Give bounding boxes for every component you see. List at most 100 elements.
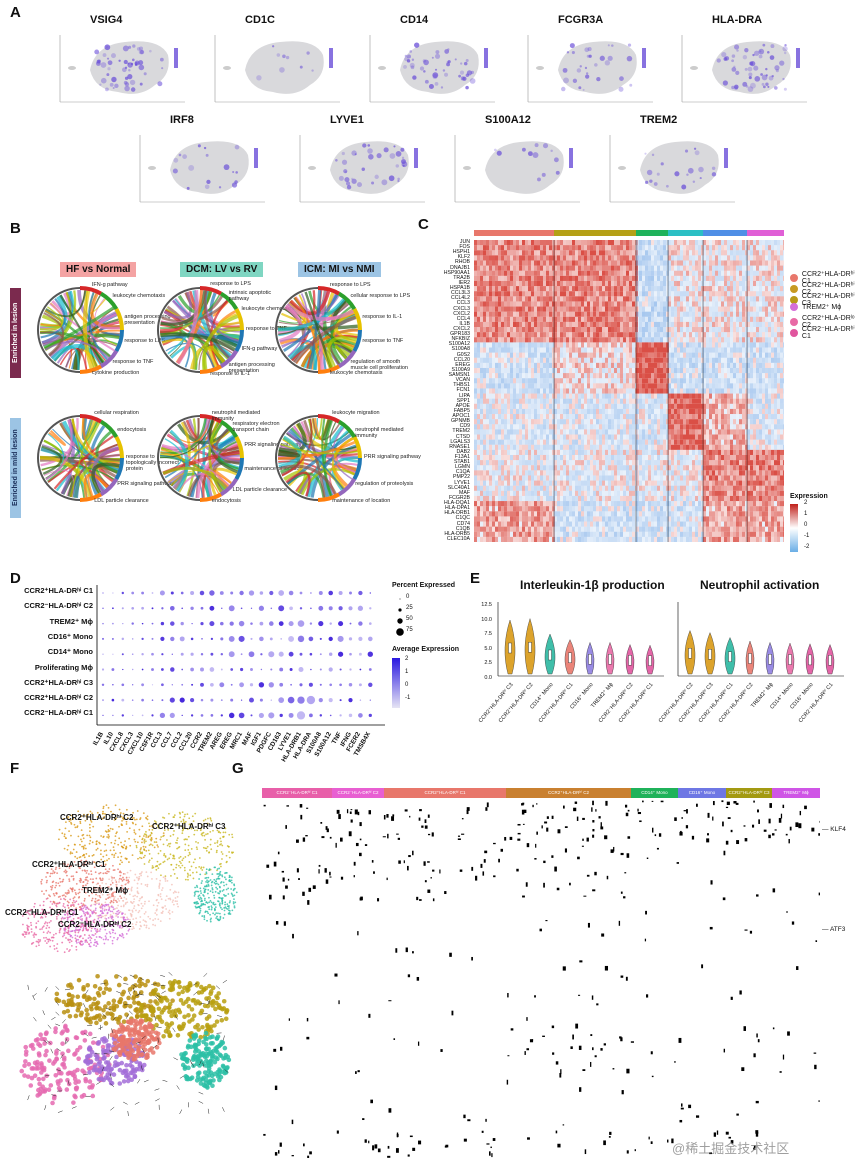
expression-tick: -1: [804, 533, 810, 539]
violin-y-tick: 7.5: [484, 631, 492, 637]
chord-term: neutrophil mediated immunity: [211, 409, 261, 422]
heatmap-gene-label: S100A8: [451, 346, 470, 353]
avg-tick: 2: [405, 656, 409, 662]
legend-label: CCR2⁺HLA-DRˡᵒ C2: [801, 315, 855, 329]
avg-tick: 0: [405, 682, 409, 688]
violin-title-il1b: Interleukin-1β production: [520, 578, 665, 592]
heatmap-legend-item: CCR2⁺HLA-DRʰⁱ C3: [790, 292, 865, 307]
chord-term: response to TNF: [246, 326, 287, 332]
chord-term: IFN-g pathway: [241, 345, 278, 352]
percent-tick: 0: [406, 594, 410, 600]
heatmap-gene-label: GPNMB: [450, 418, 470, 425]
dotplot-row-label: CCR2⁺HLA-DRʰⁱ C1: [24, 586, 93, 595]
heatmap-gene-label: TRA2B: [453, 274, 470, 281]
chord-term: PRR signaling pathway: [244, 442, 302, 449]
dotplot-row-label: CCR2⁻HLA-DRʰⁱ C2: [24, 601, 93, 611]
umap-cd14: [369, 35, 495, 103]
violin-neutrophil: [677, 602, 844, 677]
heatmap-gene-label: CXCL3: [453, 305, 470, 312]
umap-cluster-label: CCR2⁻HLA-DRʰⁱ C2: [58, 920, 132, 929]
chord-term: response to TNF: [362, 337, 404, 344]
percent-expressed-title: Percent Expressed: [392, 582, 456, 589]
expression-tick: -2: [804, 544, 810, 550]
umap-hla-dra: [681, 35, 807, 103]
heatmap-gene-label: DNAJB1: [450, 264, 470, 271]
umap-title-s100a12: S100A12: [485, 114, 531, 126]
heatmap-gene-label: JUN: [459, 239, 470, 245]
chord-term: response to LPS: [124, 337, 166, 344]
heatmap-gene-label: CD74: [456, 520, 470, 527]
legend-dot: [790, 328, 798, 337]
heatmap-gene-label: NFKBIZ: [451, 336, 470, 343]
heatmap-gene-label: APOC1: [452, 413, 470, 420]
chord-diagram-1: [157, 286, 244, 374]
heatmap-gene-label: CD9: [459, 423, 470, 430]
heatmap-legend-item: CCR2⁺HLA-DRʰⁱ C1: [790, 270, 865, 285]
chord-diagram-3: [37, 414, 124, 502]
expression-scale-title: Expression: [790, 493, 828, 500]
chord-term: PRR signaling pathway: [364, 454, 421, 460]
single-cell-heatmap: [263, 800, 820, 1158]
umap-cluster-label: CCR2⁺HLA-DRʰⁱ C3: [152, 822, 226, 831]
chord-term: cellular response to LPS: [350, 293, 411, 300]
heatmap-gene-label: THBS1: [453, 382, 470, 389]
heatmap-gene-label: MAF: [459, 489, 470, 496]
chord-term: leukocyte chemotaxis: [112, 293, 166, 300]
expression-tick: 2: [804, 500, 808, 506]
legend-label: CCR2⁻HLA-DRʰⁱ C1: [801, 326, 855, 340]
expression-tick: 0: [804, 522, 808, 528]
heatmap-gene-label: SLC40A1: [447, 484, 470, 491]
heatmap-gene-label: IL1B: [459, 320, 470, 327]
chord-term: antigen processing presentation: [124, 314, 171, 327]
violin-y-tick: 12.5: [481, 602, 492, 608]
chord-term: intrinsic apoptotic pathway: [228, 290, 272, 303]
heatmap-gene-label: C1QA: [455, 469, 470, 476]
umap-lyve1: [299, 135, 425, 203]
percent-tick: 75: [406, 627, 413, 633]
heatmap-gene-label: HLA-DQA1: [444, 500, 470, 507]
heatmap-gene-label: TREM2: [452, 428, 470, 435]
umap-title-irf8: IRF8: [170, 114, 194, 126]
mark-klf4: — KLF4: [822, 826, 846, 833]
chord-term: respiratory electron transport chain: [232, 421, 280, 434]
heatmap-gene-label: HSP90AA1: [443, 269, 470, 276]
heatmap-gene-label: IER2: [458, 279, 470, 286]
heatmap-gene-label: CXCL2: [453, 310, 470, 317]
column-title-0: HF vs Normal: [60, 262, 137, 277]
panel-label-a: A: [10, 4, 21, 21]
heatmap-gene-label: STAB1: [453, 459, 470, 466]
dotplot-row-label: CD16⁺ Mono: [47, 631, 93, 641]
percent-legend: [396, 598, 404, 636]
umap-title-hla-dra: HLA-DRA: [712, 14, 763, 26]
heatmap-gene-label: HSPA1B: [449, 285, 470, 292]
heatmap-gene-label: GPR183: [450, 331, 470, 338]
row-label-lesion: Enriched in lesion: [10, 288, 21, 378]
dotplot-row-label: TREM2⁺ Mϕ: [49, 616, 93, 626]
heatmap-gene-label: FOS: [459, 244, 470, 251]
heatmap-gene-label: CCL4L2: [450, 295, 470, 302]
column-title-2: ICM: MI vs NMI: [298, 262, 381, 277]
dotplot-row-label: Proliferating Mϕ: [34, 662, 93, 672]
avg-tick: 1: [405, 669, 409, 675]
umap-title-vsig4: VSIG4: [90, 14, 123, 26]
g-group-header: TREM2⁺ Mϕ: [772, 788, 820, 798]
column-title-1: DCM: LV vs RV: [180, 262, 264, 277]
chord-term: leukocyte migration: [332, 410, 380, 417]
chord-diagram-0: [37, 286, 124, 374]
heatmap-legend-item: CCR2⁺HLA-DRˡᵒ C2: [790, 314, 865, 329]
heatmap-gene-label: RHOB: [455, 259, 470, 266]
chord-term: LDL particle clearance: [94, 497, 149, 504]
chord-term: response to IL-1: [362, 314, 403, 321]
chord-term: response to LPS: [210, 281, 251, 288]
violin-y-tick: 5.0: [484, 645, 492, 652]
chord-term: maintenance of location: [244, 465, 303, 472]
chord-term: cellular respiration: [94, 410, 139, 417]
heatmap-gene-label: HLA-DRB5: [444, 530, 470, 537]
umap-trem2: [609, 135, 735, 203]
avg-colorbar: [392, 658, 400, 708]
heatmap-legend-item: TREM2⁺ Mϕ: [790, 303, 841, 311]
panel-label-e: E: [470, 570, 481, 587]
violin-group-label: CCR2⁻HLA-DRʰⁱ C1: [797, 682, 835, 725]
chord-term: regulation of smooth muscle cell prolife…: [350, 358, 408, 371]
chord-term: neutrophil mediated immunity: [355, 426, 404, 439]
